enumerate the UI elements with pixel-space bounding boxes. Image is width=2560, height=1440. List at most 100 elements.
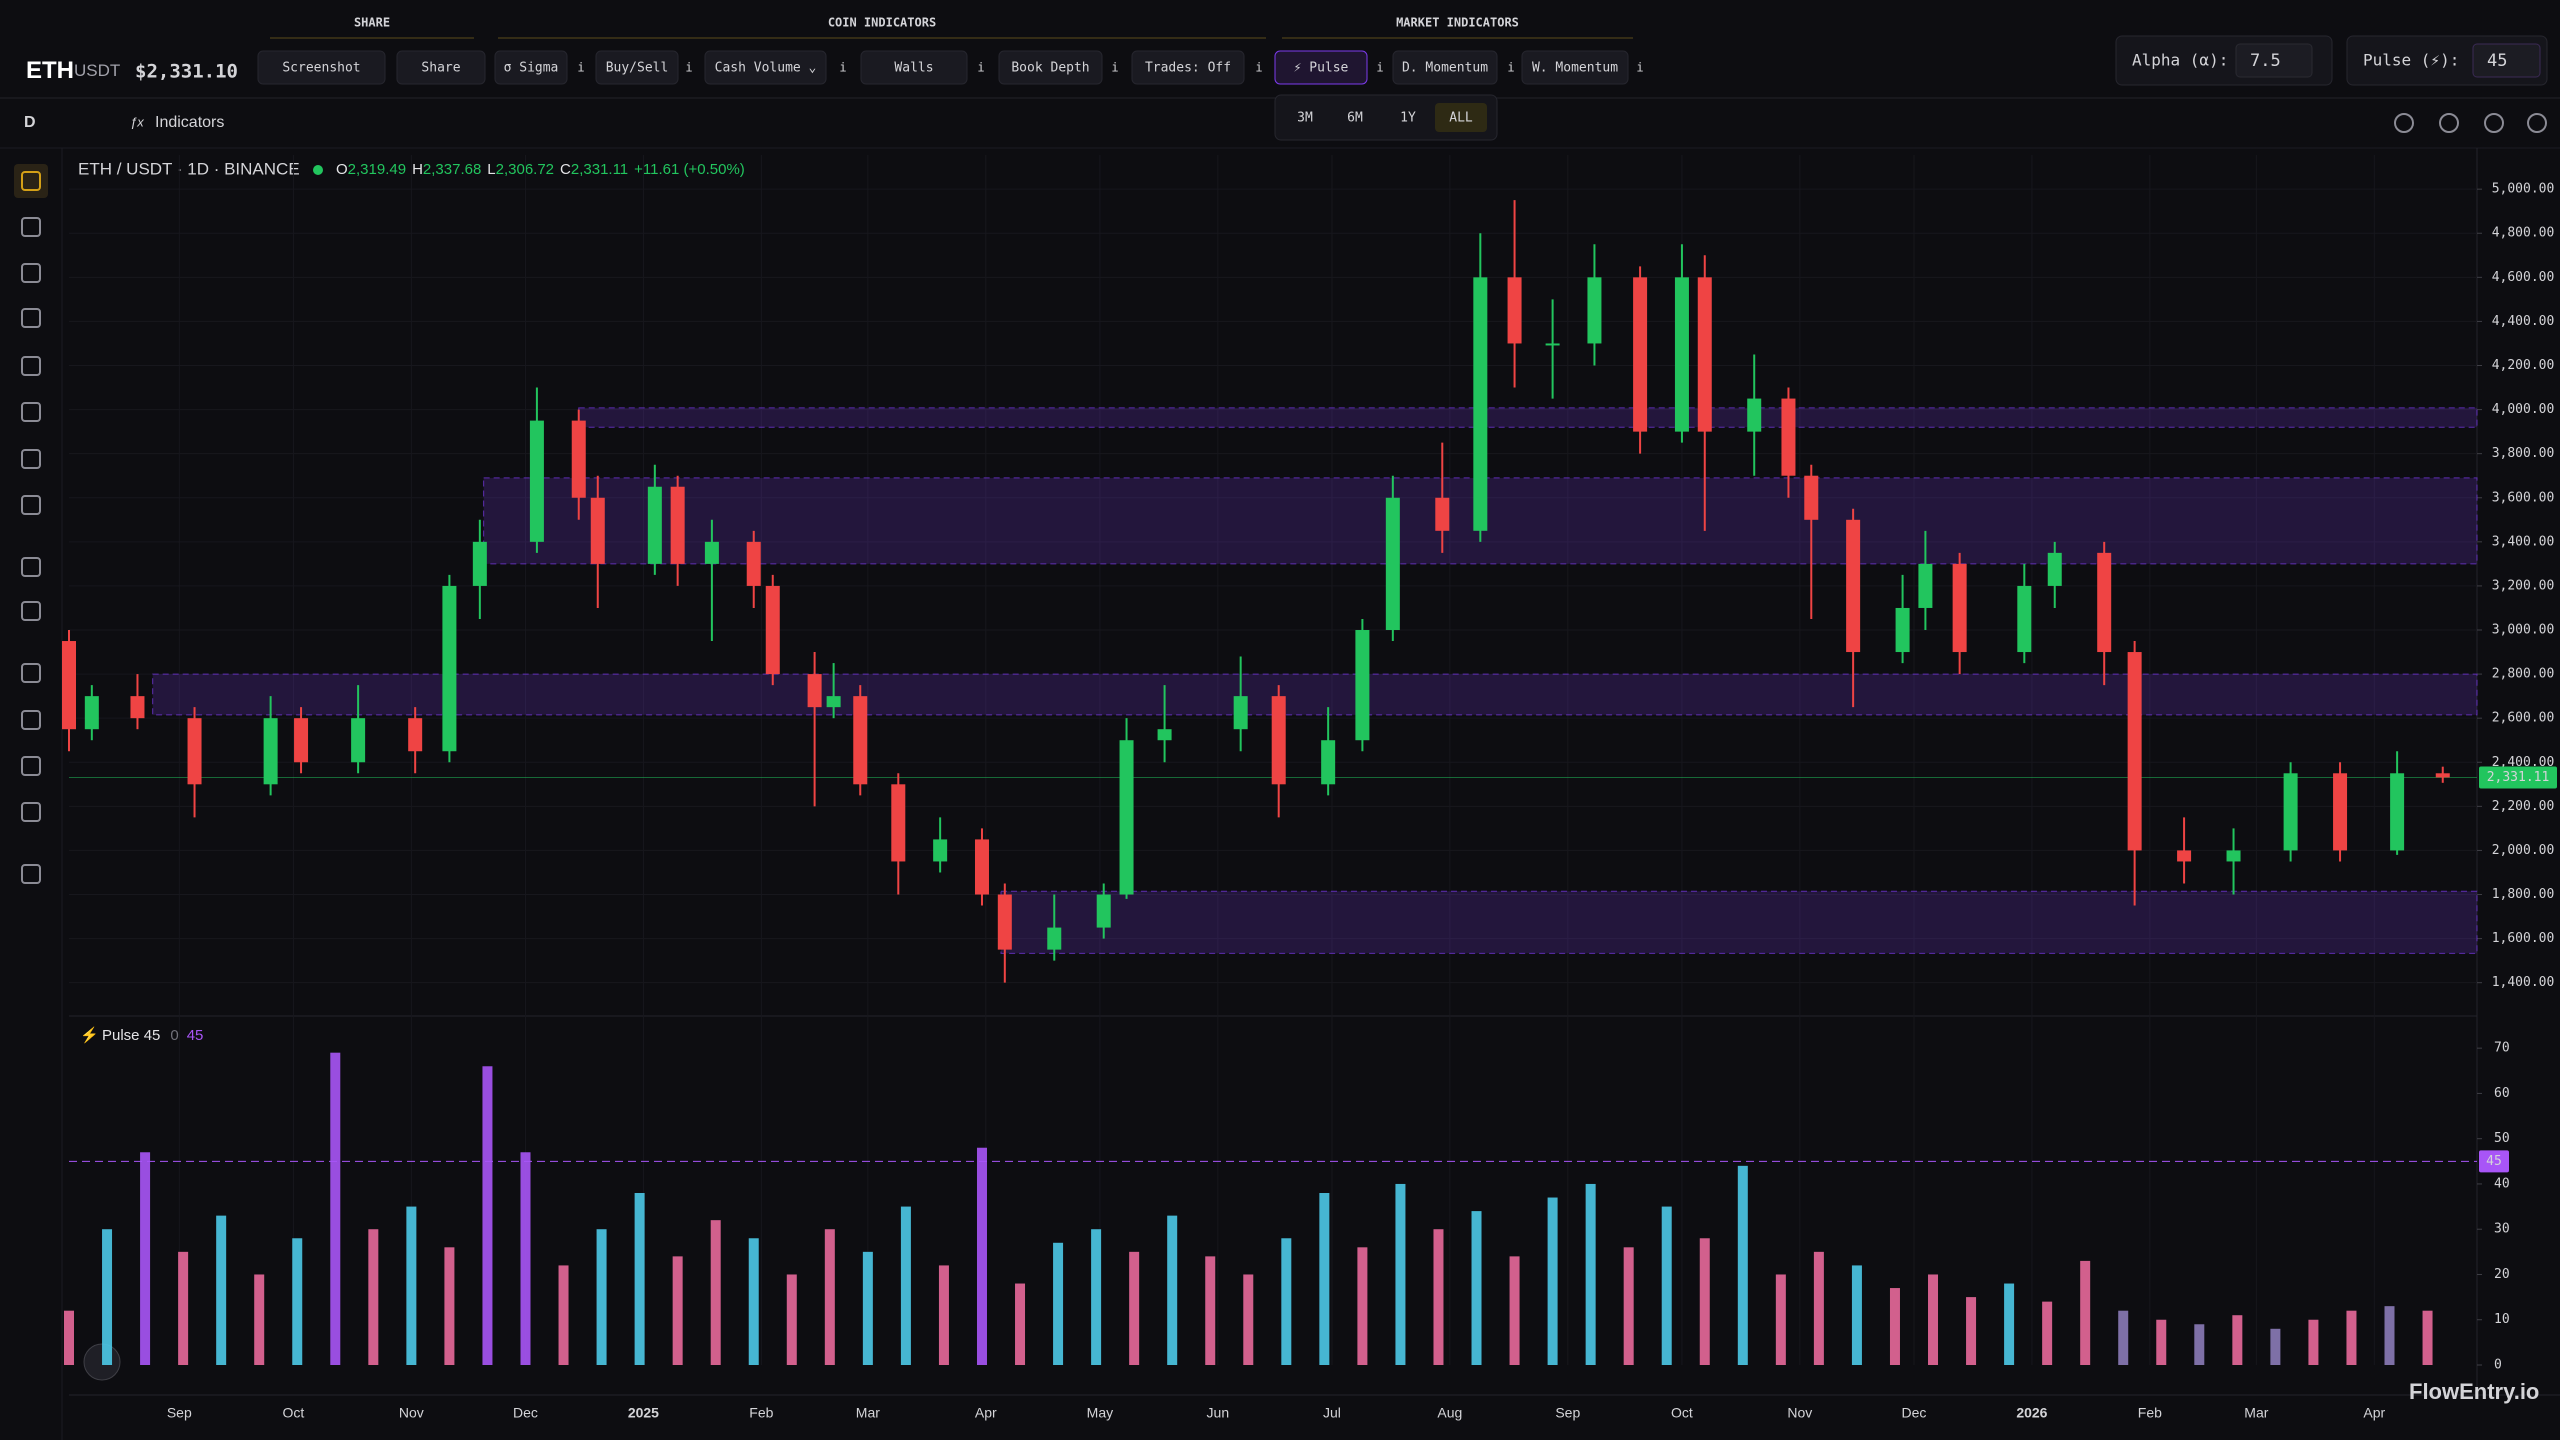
toolbar-icon[interactable] <box>2484 113 2504 133</box>
pulse-bar <box>1509 1256 1520 1365</box>
toolbar-button[interactable] <box>998 50 1103 85</box>
setting-value[interactable]: 7.5 <box>2250 51 2281 71</box>
info-icon[interactable]: i <box>839 61 846 75</box>
tool-active[interactable] <box>14 164 48 198</box>
x-tick-label: Feb <box>2138 1405 2162 1421</box>
tool-icon[interactable] <box>21 601 41 621</box>
tool-icon[interactable] <box>21 663 41 683</box>
indicators-button[interactable]: Indicators <box>155 114 224 131</box>
toolbar-icon[interactable] <box>2394 113 2414 133</box>
toolbar-button-label[interactable]: Book Depth <box>1011 61 1089 76</box>
info-icon[interactable]: i <box>1111 61 1118 75</box>
toolbar-button-label[interactable]: W. Momentum <box>1532 61 1618 76</box>
y-tick-label: 2,400.00 <box>2492 755 2555 770</box>
info-icon[interactable]: i <box>1255 61 1262 75</box>
tool-icon[interactable] <box>21 263 41 283</box>
candle-body <box>1473 277 1488 531</box>
pulse-legend-value: 45 <box>187 1027 204 1044</box>
tool-icon[interactable] <box>21 495 41 515</box>
toolbar-button-label[interactable]: Trades: Off <box>1145 61 1231 76</box>
toolbar-button-label[interactable]: Buy/Sell <box>606 61 669 76</box>
x-tick-label: Mar <box>856 1405 880 1421</box>
toolbar-icon[interactable] <box>2527 113 2547 133</box>
range-button[interactable]: 3M <box>1297 111 1313 126</box>
setting-input[interactable] <box>2472 43 2541 78</box>
pulse-bar <box>178 1251 189 1365</box>
y-tick-label: 20 <box>2494 1267 2510 1282</box>
range-button-active[interactable] <box>1435 103 1487 132</box>
x-tick-label: Sep <box>167 1405 192 1421</box>
info-icon[interactable]: i <box>577 61 584 75</box>
toolbar-button[interactable] <box>704 50 827 85</box>
info-icon[interactable]: i <box>977 61 984 75</box>
toolbar-button[interactable] <box>257 50 386 85</box>
symbol: ETHUSDT <box>26 57 120 84</box>
tool-icon[interactable] <box>21 171 41 191</box>
candle-body <box>84 696 99 730</box>
pulse-bar <box>1966 1297 1977 1365</box>
toolbar-button-label[interactable]: ⚡ Pulse <box>1294 61 1349 76</box>
y-tick-label: 0 <box>2494 1358 2502 1373</box>
info-icon[interactable]: i <box>1507 61 1514 75</box>
toolbar-button-label[interactable]: Share <box>421 61 460 76</box>
info-icon[interactable]: i <box>1636 61 1643 75</box>
setting-input[interactable] <box>2235 43 2313 78</box>
tool-icon[interactable] <box>21 217 41 237</box>
toolbar-button[interactable] <box>494 50 568 85</box>
info-icon[interactable]: i <box>1376 61 1383 75</box>
y-tick-label: 70 <box>2494 1041 2510 1056</box>
candle-body <box>1674 277 1689 432</box>
chart-legend-title: ETH / USDT · 1D · BINANCE <box>78 159 300 178</box>
pulse-legend-value: 0 <box>170 1027 178 1044</box>
pulse-bar <box>140 1152 151 1365</box>
tool-icon[interactable] <box>21 710 41 730</box>
toolbar-button[interactable] <box>1521 50 1629 85</box>
pulse-bar <box>1737 1165 1748 1365</box>
tool-icon[interactable] <box>21 802 41 822</box>
pulse-bar <box>1053 1242 1064 1365</box>
tool-icon[interactable] <box>21 557 41 577</box>
interval[interactable]: D <box>24 114 36 131</box>
toolbar-button-label[interactable]: D. Momentum <box>1402 61 1488 76</box>
info-icon[interactable]: i <box>685 61 692 75</box>
toolbar-button[interactable] <box>396 50 486 85</box>
pulse-bar <box>2422 1310 2433 1365</box>
x-tick-label: Oct <box>283 1405 305 1421</box>
candle-body <box>997 894 1012 950</box>
toolbar-button[interactable] <box>1274 50 1368 85</box>
candle-body <box>472 541 487 586</box>
tool-icon[interactable] <box>21 864 41 884</box>
toolbar-button-label[interactable]: Cash Volume ⌄ <box>715 61 817 76</box>
x-tick-label: Nov <box>399 1405 424 1421</box>
pulse-bar <box>1015 1283 1026 1365</box>
setting-value[interactable]: 45 <box>2487 51 2507 71</box>
tool-icon[interactable] <box>21 356 41 376</box>
candle-body <box>1846 519 1861 653</box>
toolbar-button[interactable] <box>595 50 679 85</box>
toolbar-button-label[interactable]: σ Sigma <box>504 61 559 76</box>
y-tick-label: 3,400.00 <box>2492 534 2555 549</box>
ohlc-label: L <box>487 161 495 178</box>
tool-icon[interactable] <box>21 756 41 776</box>
tool-icon[interactable] <box>21 308 41 328</box>
candle-body <box>1096 894 1111 928</box>
range-button[interactable]: 6M <box>1347 111 1363 126</box>
candle-body <box>2226 850 2241 862</box>
candle-body <box>1047 927 1062 950</box>
toolbar-button[interactable] <box>860 50 968 85</box>
y-tick-label: 4,800.00 <box>2492 226 2555 241</box>
zone <box>578 407 2478 428</box>
toolbar-button[interactable] <box>1392 50 1498 85</box>
range-button[interactable]: 1Y <box>1400 111 1416 126</box>
pulse-bar <box>2308 1319 2319 1365</box>
toolbar-button[interactable] <box>1131 50 1245 85</box>
tool-icon[interactable] <box>21 449 41 469</box>
tool-icon[interactable] <box>21 402 41 422</box>
pulse-bar <box>292 1238 303 1365</box>
toolbar-button-label[interactable]: Screenshot <box>282 61 360 76</box>
candle-body <box>765 585 780 675</box>
range-button[interactable]: ALL <box>1449 111 1473 126</box>
pulse-bar <box>634 1193 645 1365</box>
toolbar-button-label[interactable]: Walls <box>894 61 933 76</box>
toolbar-icon[interactable] <box>2439 113 2459 133</box>
